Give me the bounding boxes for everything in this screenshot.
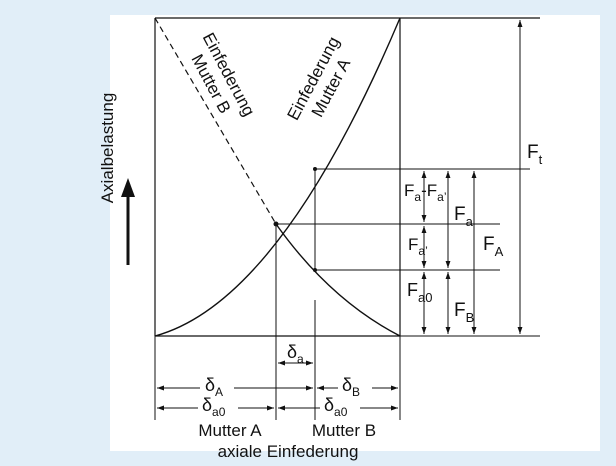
delta-B-label-bg (338, 376, 372, 396)
delta-A-label-bg (200, 376, 234, 396)
fb-label: FB (454, 300, 474, 325)
mutter-a-label: Mutter A (198, 421, 262, 440)
delta-a0-left-bg (198, 396, 238, 416)
delta-a-label: δa (287, 342, 304, 366)
delta-A-label: δA (205, 375, 223, 399)
delta-a0-right-label: δa0 (324, 395, 348, 419)
fa0-label: Fa0 (407, 280, 432, 305)
fa-total-label: FA (483, 234, 504, 259)
fa-label: Fa (454, 204, 474, 229)
reference-lines (276, 168, 540, 337)
intersection-point (273, 221, 279, 227)
curve-nut-a (154, 17, 401, 337)
fa-prime-label: Fa’ (408, 235, 428, 258)
delta-a0-left-label: δa0 (202, 395, 226, 419)
nut-b-point (313, 268, 317, 272)
nut-a-point (313, 167, 317, 171)
ft-label: Ft (527, 142, 543, 167)
load-axis-arrow (121, 178, 135, 265)
delta-a0-right-bg (320, 396, 360, 416)
delta-B-label: δB (342, 375, 360, 399)
frame (154, 17, 540, 337)
curve-nut-b-solid (275, 223, 401, 337)
x-axis-title: axiale Einfederung (218, 442, 359, 461)
mutter-b-label: Mutter B (312, 421, 376, 440)
y-axis-label: Axialbelastung (98, 93, 117, 204)
fa-minus-fa-prime-label: Fa-Fa’ (404, 181, 446, 204)
